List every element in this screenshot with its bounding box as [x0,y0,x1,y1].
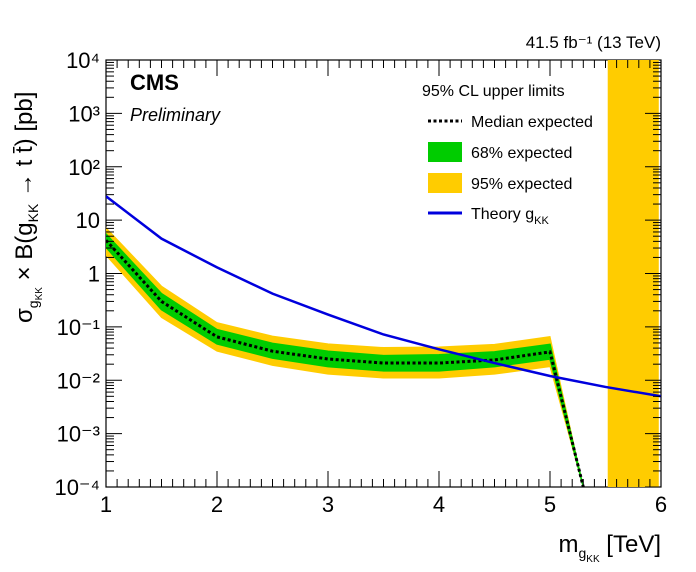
legend-95-label: 95% expected [471,176,572,193]
legend-median-label: Median expected [471,114,593,131]
experiment-label: CMS [130,70,179,95]
median-expected-line [106,239,585,487]
lumi-label: 41.5 fb⁻¹ (13 TeV) [526,33,661,52]
y-tick-label: 10⁻² [57,368,100,393]
x-tick-label: 3 [322,492,334,517]
x-tick-label: 1 [100,492,112,517]
y-tick-label: 10³ [68,101,100,126]
y-axis-title: σgKK × B(gKK → t t̄) [pb] [11,92,45,323]
legend: 95% CL upper limits Median expected 68% … [422,83,593,227]
legend-theory-label: Theory gKK [471,206,549,227]
y-tick-label: 10² [68,155,100,180]
y-tick-label: 10⁻³ [57,422,100,447]
y-tick-label: 10 [76,208,100,233]
theory-line [106,195,661,398]
band-68-expected [106,232,585,487]
x-tick-label: 2 [211,492,223,517]
x-tick-label: 6 [655,492,667,517]
y-tick-label: 10⁴ [66,48,100,73]
legend-68-swatch [428,142,462,162]
x-tick-label: 4 [433,492,445,517]
x-axis-title: mgKK [TeV] [559,531,662,565]
y-tick-label: 10⁻¹ [57,315,100,340]
legend-68-label: 68% expected [471,145,572,162]
ticks-layer: 1 2 3 4 5 6 10⁻⁴ 10⁻³ 10⁻² 10⁻¹ 1 10 10² 10³ 10⁴ [54,48,667,517]
legend-header: 95% CL upper limits [422,83,565,100]
y-tick-label: 1 [88,262,100,287]
status-label: Preliminary [130,105,221,125]
legend-95-swatch [428,173,462,193]
y-tick-label: 10⁻⁴ [54,475,100,500]
x-tick-label: 5 [544,492,556,517]
